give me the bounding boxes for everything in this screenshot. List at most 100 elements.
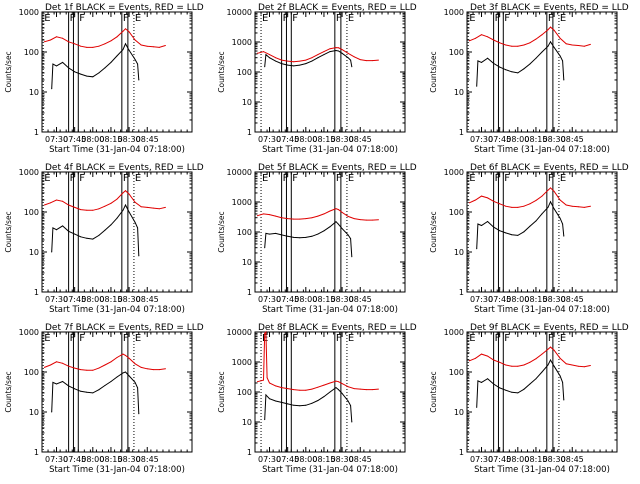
data-point (547, 348, 549, 350)
data-point (293, 218, 295, 220)
data-point (329, 51, 331, 53)
data-point (128, 31, 130, 33)
y-tick-label: 1 (459, 128, 464, 137)
lld-series-line (469, 187, 591, 208)
data-point (571, 205, 573, 207)
data-point (138, 79, 140, 81)
data-point (365, 389, 367, 391)
data-point (550, 187, 551, 189)
y-tick-label: 1000 (19, 328, 39, 337)
panel-det-1: Det 1f BLACK = Events, RED = LLD 1 10 100 10… (4, 3, 204, 155)
data-point (299, 405, 301, 407)
x-tick-label: 08:45 (561, 295, 584, 304)
data-point (293, 404, 295, 406)
interval-marker-label: F (336, 173, 342, 184)
x-tick-label: 08:30 (543, 455, 566, 464)
data-point (535, 57, 537, 59)
data-point (550, 26, 551, 28)
x-tick-label: 08:30 (118, 135, 141, 144)
data-point (104, 385, 106, 386)
data-point (265, 54, 267, 56)
data-point (335, 221, 337, 223)
data-point (550, 41, 551, 43)
data-point (468, 202, 470, 204)
data-point (137, 227, 139, 229)
lld-series-line (44, 190, 166, 211)
data-point (80, 390, 82, 392)
data-point (134, 221, 136, 223)
data-point (475, 37, 476, 39)
data-point (371, 219, 373, 221)
data-point (92, 76, 94, 78)
y-tick-label: 1000 (444, 168, 464, 177)
interval-marker-label: F (70, 173, 76, 184)
interval-marker-label: E (560, 13, 566, 24)
data-point (104, 364, 106, 366)
y-tick-label: 1 (34, 448, 39, 457)
data-point (511, 391, 513, 393)
y-tick-label: 10000 (227, 168, 252, 177)
data-point (265, 331, 267, 333)
data-point (275, 60, 277, 62)
data-point (98, 45, 100, 47)
data-point (476, 85, 478, 87)
data-point (505, 44, 507, 46)
x-axis-label: Start Time (31-Jan-04 07:18:00) (49, 145, 185, 155)
data-point (68, 67, 70, 69)
chart-title: Det 6f BLACK = Events, RED = LLD (470, 163, 629, 173)
lld-series-line (44, 28, 166, 48)
data-point (535, 38, 537, 40)
data-point (125, 190, 126, 192)
interval-marker-label: E (135, 173, 141, 184)
data-point (541, 195, 543, 197)
data-point (62, 37, 64, 39)
data-point (553, 365, 555, 367)
interval-marker-label: E (44, 13, 50, 24)
data-point (553, 190, 555, 192)
data-point (50, 202, 51, 204)
data-point (329, 382, 331, 384)
data-point (305, 218, 307, 220)
y-tick-label: 1 (247, 448, 252, 457)
data-point (475, 357, 476, 359)
data-point (116, 198, 118, 200)
data-point (50, 364, 51, 366)
data-point (493, 62, 495, 64)
data-point (305, 404, 307, 406)
data-point (505, 389, 507, 391)
data-point (541, 34, 543, 36)
x-tick-label: 07:30 (45, 135, 68, 144)
data-point (80, 209, 82, 211)
interval-marker-label: E (135, 13, 141, 24)
data-point (104, 205, 106, 207)
data-point (359, 219, 361, 221)
data-point (138, 413, 140, 415)
x-tick-label: 07:30 (470, 295, 493, 304)
data-point (563, 235, 565, 237)
y-axis-label: Counts/sec (217, 51, 226, 92)
data-point (523, 205, 525, 207)
x-tick-label: 08:30 (331, 455, 354, 464)
data-point (547, 45, 549, 47)
x-tick-label: 08:15 (99, 455, 122, 464)
data-point (110, 381, 112, 382)
y-tick-label: 100 (237, 68, 252, 77)
chart-title: Det 4f BLACK = Events, RED = LLD (45, 163, 204, 173)
data-point (74, 43, 76, 45)
data-point (317, 57, 319, 59)
data-point (541, 51, 543, 53)
y-tick-label: 10 (454, 408, 464, 417)
data-point (281, 401, 283, 403)
x-tick-label: 08:15 (524, 455, 547, 464)
data-point (311, 235, 313, 237)
events-series-line (476, 200, 565, 249)
data-point (511, 365, 513, 367)
y-tick-label: 10 (454, 248, 464, 257)
y-tick-label: 10000 (227, 328, 252, 337)
interval-marker-label: E (262, 173, 268, 184)
data-point (50, 39, 51, 41)
interval-marker-label: F (504, 333, 510, 344)
data-point (589, 365, 591, 366)
data-point (565, 363, 567, 365)
data-point (359, 388, 361, 390)
